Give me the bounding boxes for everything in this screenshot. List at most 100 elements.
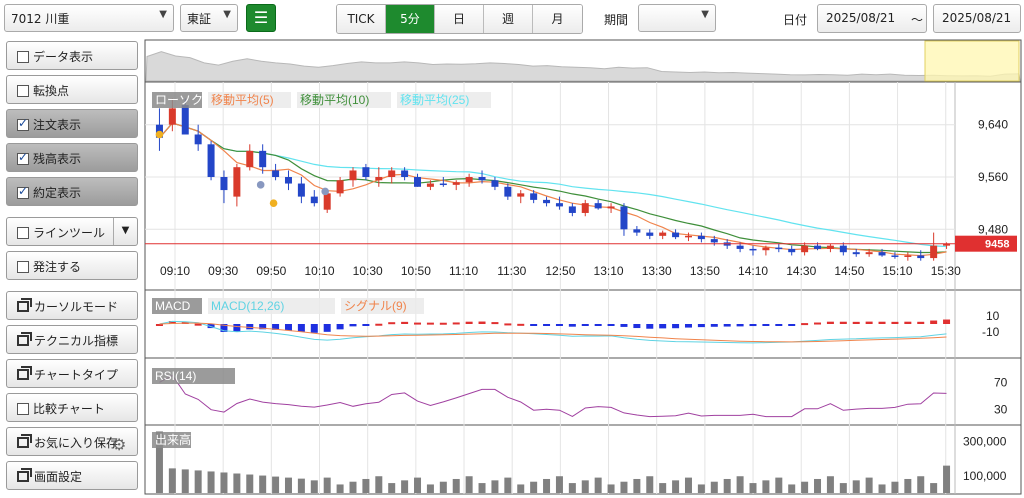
window-icon bbox=[17, 434, 32, 448]
stock-select[interactable]: 7012 川重 ▼ bbox=[4, 4, 174, 32]
tab-day[interactable]: 日 bbox=[435, 5, 484, 33]
macd-histogram-bar bbox=[323, 324, 331, 332]
macd-histogram-bar bbox=[426, 322, 434, 325]
macd-histogram-bar bbox=[646, 324, 654, 329]
stock-select-value: 7012 川重 bbox=[11, 12, 70, 26]
legend-background bbox=[297, 92, 391, 108]
candle-body bbox=[401, 170, 409, 177]
candle-body bbox=[297, 183, 305, 197]
macd-histogram-bar bbox=[491, 322, 499, 325]
date-to-field[interactable]: 2025/08/21 bbox=[933, 4, 1021, 33]
macd-histogram-bar bbox=[555, 324, 563, 326]
x-tick-label: 11:10 bbox=[449, 264, 478, 278]
sidebar-item-label: 注文表示 bbox=[33, 118, 82, 132]
signal-line bbox=[159, 322, 947, 343]
volume-bar bbox=[607, 484, 615, 493]
sidebar-item-label: 残高表示 bbox=[33, 152, 82, 166]
chevron-down-icon[interactable]: ▼ bbox=[113, 218, 137, 245]
sidebar-item-7[interactable]: 発注する bbox=[6, 251, 138, 280]
candle-body bbox=[814, 245, 822, 249]
volume-bar bbox=[814, 478, 822, 493]
window-icon bbox=[17, 468, 32, 482]
tab-month[interactable]: 月 bbox=[533, 5, 582, 33]
volume-bar bbox=[697, 484, 705, 493]
candle-body bbox=[839, 245, 847, 253]
market-select[interactable]: 東証 ▼ bbox=[180, 4, 238, 32]
macd-histogram-bar bbox=[246, 324, 254, 330]
list-icon[interactable]: ☰ bbox=[246, 4, 276, 32]
volume-bar bbox=[194, 470, 202, 493]
tab-week[interactable]: 週 bbox=[484, 5, 533, 33]
legend-background bbox=[152, 368, 235, 384]
macd-histogram-bar bbox=[620, 324, 628, 327]
volume-bar bbox=[168, 468, 176, 493]
volume-bar bbox=[272, 476, 280, 493]
macd-histogram-bar bbox=[388, 322, 396, 325]
candle-body bbox=[672, 232, 680, 238]
sidebar-item-13[interactable]: 画面設定 bbox=[6, 461, 138, 490]
candle-body bbox=[852, 252, 860, 255]
legend-entry: RSI(14) bbox=[155, 369, 196, 383]
candle-body bbox=[930, 245, 938, 259]
macd-histogram-bar bbox=[723, 324, 731, 327]
sidebar-item-6[interactable]: ラインツール ▼ bbox=[6, 217, 138, 246]
sidebar-item-1[interactable]: データ表示 bbox=[6, 41, 138, 70]
volume-bar bbox=[581, 480, 589, 493]
candle-body bbox=[646, 232, 654, 236]
window-icon bbox=[17, 332, 32, 346]
volume-bar bbox=[310, 480, 318, 493]
candle-body bbox=[581, 203, 589, 213]
volume-bar bbox=[517, 484, 525, 493]
sidebar-item-label: チャートタイプ bbox=[34, 368, 118, 382]
date-from-field[interactable]: 2025/08/21 bbox=[817, 4, 927, 33]
tab-5min[interactable]: 5分 bbox=[386, 5, 435, 33]
volume-bar bbox=[155, 431, 163, 493]
candle-body bbox=[452, 182, 460, 185]
sidebar-item-label: 発注する bbox=[33, 260, 82, 274]
tab-tick[interactable]: TICK bbox=[337, 5, 386, 33]
volume-bar bbox=[259, 475, 267, 493]
sidebar-item-5[interactable]: 約定表示 bbox=[6, 177, 138, 206]
macd-histogram-bar bbox=[452, 322, 460, 325]
candle-body bbox=[697, 235, 705, 240]
candle-body bbox=[284, 177, 292, 184]
volume-bar bbox=[543, 478, 551, 493]
macd-histogram-bar bbox=[697, 324, 705, 328]
sidebar-item-9[interactable]: テクニカル指標 bbox=[6, 325, 138, 354]
sidebar-item-12[interactable]: お気に入り保存 bbox=[6, 427, 138, 456]
sidebar-item-4[interactable]: 残高表示 bbox=[6, 143, 138, 172]
macd-histogram-bar bbox=[272, 324, 280, 330]
moving-average-25-line bbox=[159, 122, 947, 248]
period-select[interactable]: ▼ bbox=[638, 4, 716, 32]
volume-bar bbox=[749, 483, 757, 493]
candle-body bbox=[478, 177, 486, 181]
candle-body bbox=[749, 248, 757, 251]
x-tick-label: 09:30 bbox=[208, 264, 238, 278]
sidebar-item-8[interactable]: カーソルモード bbox=[6, 291, 138, 320]
candle-body bbox=[736, 245, 744, 249]
checkbox-icon bbox=[17, 403, 29, 415]
market-select-value: 東証 bbox=[187, 12, 212, 26]
sidebar-item-11[interactable]: 比較チャート bbox=[6, 393, 138, 422]
checkbox-icon bbox=[17, 227, 29, 239]
macd-histogram-bar bbox=[904, 321, 912, 324]
sidebar-item-label: ラインツール bbox=[33, 226, 106, 240]
macd-histogram-bar bbox=[517, 323, 525, 326]
candle-body bbox=[246, 150, 254, 168]
candle-body bbox=[788, 248, 796, 253]
candle-body bbox=[620, 206, 628, 230]
macd-histogram-bar bbox=[659, 324, 667, 329]
candle-body bbox=[555, 203, 563, 207]
panel-border bbox=[144, 357, 1022, 426]
checkbox-icon bbox=[17, 85, 29, 97]
volume-bar bbox=[439, 481, 447, 493]
candle-body bbox=[504, 186, 512, 197]
sidebar-item-2[interactable]: 転換点 bbox=[6, 75, 138, 104]
sidebar-item-3[interactable]: 注文表示 bbox=[6, 109, 138, 138]
macd-histogram-bar bbox=[684, 324, 692, 328]
gear-icon[interactable]: ⚙ bbox=[112, 435, 127, 454]
sidebar-item-10[interactable]: チャートタイプ bbox=[6, 359, 138, 388]
execution-marker bbox=[256, 181, 265, 189]
macd-histogram-bar bbox=[259, 324, 267, 330]
